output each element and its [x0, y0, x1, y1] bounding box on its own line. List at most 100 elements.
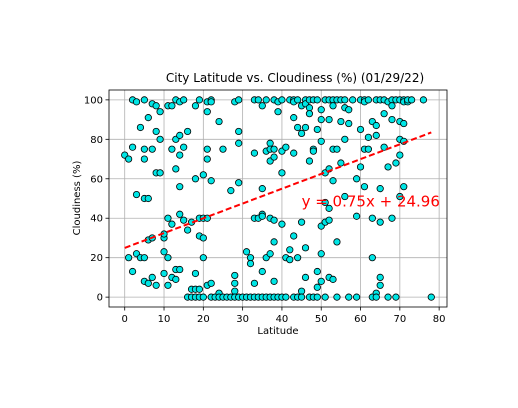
x-tick-label: 80 [433, 314, 446, 325]
data-point [305, 157, 314, 165]
data-point [144, 194, 152, 203]
data-point [364, 145, 372, 153]
data-point [297, 129, 306, 137]
data-point [132, 98, 141, 106]
data-point [235, 139, 243, 147]
data-point [396, 192, 404, 201]
data-point [278, 96, 286, 104]
data-point [376, 273, 384, 282]
data-point [325, 216, 333, 224]
data-point [250, 149, 259, 157]
data-point [388, 102, 396, 110]
data-point [345, 119, 353, 128]
data-point [203, 145, 211, 153]
data-point [258, 185, 266, 193]
data-point [353, 175, 361, 183]
data-point [172, 275, 180, 283]
data-point [191, 175, 200, 183]
data-point [246, 254, 255, 262]
data-point [144, 114, 152, 122]
data-point [301, 244, 310, 252]
data-point [270, 216, 278, 224]
y-tick-label: 0 [97, 293, 103, 304]
data-point [392, 159, 400, 167]
data-point [219, 145, 227, 153]
data-point [128, 267, 137, 276]
data-point [313, 293, 321, 301]
data-point [235, 96, 243, 104]
regression-layer [124, 131, 432, 249]
x-tick-label: 70 [393, 314, 406, 325]
data-point [376, 185, 384, 193]
y-tick-label: 60 [90, 174, 103, 185]
data-point [372, 121, 380, 130]
data-point [278, 220, 286, 228]
data-point [384, 293, 392, 301]
data-point [345, 106, 353, 114]
y-axis-label: Cloudiness (%) [72, 161, 83, 236]
data-point [227, 187, 235, 195]
data-point [305, 110, 314, 118]
data-point [258, 102, 266, 110]
data-point [313, 96, 321, 104]
data-point [317, 250, 325, 258]
x-tick-label: 0 [122, 314, 128, 325]
data-point [144, 279, 152, 287]
data-point [337, 117, 345, 126]
data-point [309, 147, 317, 155]
data-point [325, 115, 333, 124]
data-point [341, 96, 349, 104]
regression-line [124, 131, 432, 249]
data-point [231, 271, 239, 280]
x-axis-ticks: 0 10 20 30 40 50 60 70 80 [122, 307, 446, 325]
data-point [305, 104, 314, 112]
data-point [164, 214, 172, 222]
data-point [176, 210, 184, 218]
data-point [313, 267, 321, 276]
data-point [140, 96, 148, 104]
data-point [160, 269, 168, 278]
data-point [376, 281, 384, 289]
data-point [254, 96, 262, 104]
data-point [400, 119, 408, 128]
data-point [325, 204, 333, 212]
data-point [294, 123, 302, 132]
data-point [274, 108, 282, 116]
data-point [353, 212, 361, 220]
data-points [121, 96, 435, 301]
data-point [313, 125, 321, 134]
data-point [231, 279, 239, 287]
data-point [278, 169, 286, 177]
data-point [258, 267, 266, 276]
data-point [270, 153, 278, 161]
data-point [266, 250, 274, 258]
data-point [349, 96, 357, 104]
chart-title: City Latitude vs. Cloudiness (%) (01/29/… [166, 71, 424, 85]
data-point [180, 143, 188, 151]
data-point [290, 149, 298, 157]
data-point [294, 254, 302, 262]
data-point [125, 155, 133, 163]
data-point [172, 165, 180, 173]
data-point [199, 171, 207, 179]
data-point [376, 218, 384, 226]
data-point [184, 127, 192, 136]
data-point [317, 137, 325, 145]
data-point [282, 143, 290, 151]
data-point [235, 127, 243, 136]
data-point [266, 139, 274, 147]
y-tick-label: 80 [90, 135, 103, 146]
data-point [364, 96, 372, 104]
data-point [156, 108, 164, 116]
x-axis-label: Latitude [257, 326, 298, 337]
data-point [372, 131, 380, 139]
data-point [199, 293, 207, 301]
data-point [191, 269, 200, 278]
data-point [140, 155, 148, 163]
data-point [231, 287, 239, 295]
data-point [356, 163, 365, 171]
x-tick-label: 20 [197, 314, 210, 325]
data-point [207, 177, 215, 185]
data-point [140, 254, 148, 262]
